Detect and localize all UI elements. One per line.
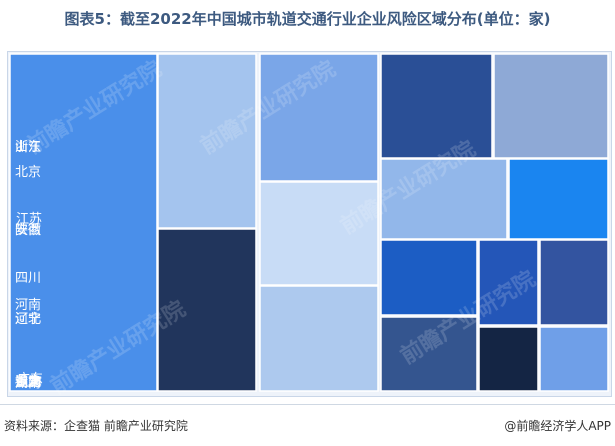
treemap-tile-cell-3 bbox=[157, 228, 257, 392]
treemap-tile-cell-2 bbox=[157, 53, 257, 229]
chart-title: 图表5：截至2022年中国城市轨道交通行业企业风险区域分布(单位：家) bbox=[64, 10, 551, 28]
treemap-label-cell-9: 陕西 bbox=[15, 223, 41, 238]
treemap-tile-cell-7 bbox=[380, 53, 493, 159]
footer-divider bbox=[0, 404, 615, 405]
treemap-tile-cell-14 bbox=[380, 316, 478, 392]
treemap-label-cell-16: 重庆 bbox=[15, 374, 41, 390]
treemap-tile-cell-9 bbox=[380, 158, 508, 240]
treemap-label-cell-15: 福建 bbox=[15, 375, 41, 390]
treemap-label-cell-14: 湖北 bbox=[15, 375, 41, 390]
treemap-tile-cell-13 bbox=[539, 239, 609, 326]
treemap-tile-cell-4 bbox=[259, 53, 379, 182]
treemap-tile-cell-1 bbox=[9, 53, 158, 392]
treemap-label-cell-12: 河北 bbox=[15, 312, 41, 327]
treemap-tile-cell-15 bbox=[478, 326, 539, 392]
brand-credit: @前瞻经济学人APP bbox=[504, 419, 611, 433]
treemap-tile-cell-6 bbox=[259, 285, 379, 392]
treemap-tile-cell-10 bbox=[508, 158, 609, 240]
treemap-label-cell-8: 浙江 bbox=[15, 140, 41, 155]
treemap-label-cell-11: 河南 bbox=[15, 297, 41, 313]
treemap-label-cell-5: 四川 bbox=[15, 271, 41, 286]
treemap-tile-cell-11 bbox=[380, 239, 478, 316]
source-note: 资料来源：企查猫 前瞻产业研究院 bbox=[4, 419, 188, 433]
treemap-tile-cell-16 bbox=[539, 326, 609, 392]
treemap-tile-cell-8 bbox=[493, 53, 609, 159]
treemap-label-cell-2: 江苏 bbox=[16, 211, 42, 227]
treemap-label-cell-1: 广东 bbox=[17, 372, 43, 387]
treemap-label-cell-7: 山东 bbox=[15, 140, 41, 155]
treemap-label-cell-10: 安徽 bbox=[15, 223, 41, 238]
treemap-tile-cell-5 bbox=[259, 181, 379, 286]
treemap-label-cell-13: 辽宁 bbox=[15, 311, 41, 327]
treemap-tile-cell-12 bbox=[478, 239, 539, 326]
treemap-label-cell-4: 北京 bbox=[15, 165, 41, 180]
treemap-label-cell-3: 上海 bbox=[16, 375, 42, 390]
treemap-label-cell-6: 湖南 bbox=[15, 375, 41, 391]
